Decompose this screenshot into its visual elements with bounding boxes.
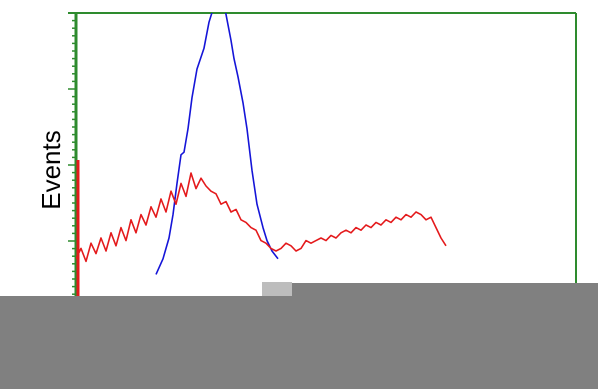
redaction-overlay-highlight — [262, 282, 292, 296]
y-axis-label: Events — [36, 130, 66, 210]
redaction-overlay-notch — [292, 283, 598, 297]
redaction-overlay-left — [0, 296, 96, 389]
blue-histogram-series — [155, 13, 279, 275]
red-histogram-series — [76, 172, 447, 263]
redaction-overlay — [96, 296, 598, 389]
